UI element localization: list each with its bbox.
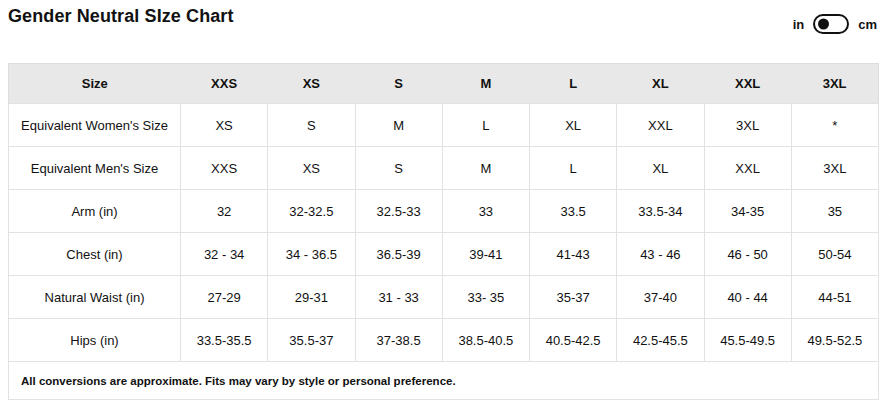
table-row: Natural Waist (in)27-2929-3131 - 3333- 3… <box>9 276 879 319</box>
table-cell: 42.5-45.5 <box>617 319 704 362</box>
unit-label-cm[interactable]: cm <box>858 18 877 31</box>
table-cell: L <box>530 147 617 190</box>
table-header: SizeXXSXSSMLXLXXL3XL <box>9 64 879 104</box>
row-label: Hips (in) <box>9 319 181 362</box>
table-cell: XS <box>181 104 268 147</box>
table-cell: 32.5-33 <box>355 190 442 233</box>
table-cell: 32-32.5 <box>268 190 355 233</box>
size-chart-table: SizeXXSXSSMLXLXXL3XL Equivalent Women's … <box>8 63 879 400</box>
unit-toggle-switch[interactable] <box>813 14 849 34</box>
row-label: Natural Waist (in) <box>9 276 181 319</box>
table-cell: 35 <box>791 190 878 233</box>
table-cell: XL <box>617 147 704 190</box>
table-cell: XXS <box>181 147 268 190</box>
table-cell: 37-38.5 <box>355 319 442 362</box>
table-cell: 35.5-37 <box>268 319 355 362</box>
table-row: Chest (in)32 - 3434 - 36.536.5-3939-4141… <box>9 233 879 276</box>
column-header-s: S <box>355 64 442 104</box>
table-cell: 50-54 <box>791 233 878 276</box>
header-bar: Gender Neutral SIze Chart in cm <box>0 0 887 40</box>
header-row: SizeXXSXSSMLXLXXL3XL <box>9 64 879 104</box>
table-cell: 34-35 <box>704 190 791 233</box>
column-header-xl: XL <box>617 64 704 104</box>
table-row: Equivalent Women's SizeXSSMLXLXXL3XL* <box>9 104 879 147</box>
footnote-text: All conversions are approximate. Fits ma… <box>9 362 879 400</box>
table-cell: XL <box>530 104 617 147</box>
table-cell: 36.5-39 <box>355 233 442 276</box>
table-cell: 29-31 <box>268 276 355 319</box>
column-header-xxs: XXS <box>181 64 268 104</box>
table-cell: 43 - 46 <box>617 233 704 276</box>
table-row: Hips (in)33.5-35.535.5-3737-38.538.5-40.… <box>9 319 879 362</box>
table-cell: 3XL <box>704 104 791 147</box>
table-cell: 3XL <box>791 147 878 190</box>
row-label: Equivalent Women's Size <box>9 104 181 147</box>
table-cell: 49.5-52.5 <box>791 319 878 362</box>
table-cell: 45.5-49.5 <box>704 319 791 362</box>
page-title: Gender Neutral SIze Chart <box>8 6 234 27</box>
table-cell: 33.5-35.5 <box>181 319 268 362</box>
table-cell: 46 - 50 <box>704 233 791 276</box>
unit-toggle-group: in cm <box>793 14 877 34</box>
table-row: Arm (in)3232-32.532.5-333333.533.5-3434-… <box>9 190 879 233</box>
table-cell: XS <box>268 147 355 190</box>
column-header-xs: XS <box>268 64 355 104</box>
size-chart-container: SizeXXSXSSMLXLXXL3XL Equivalent Women's … <box>8 63 879 400</box>
table-cell: 37-40 <box>617 276 704 319</box>
table-cell: 32 - 34 <box>181 233 268 276</box>
table-cell: 40.5-42.5 <box>530 319 617 362</box>
table-cell: 33 <box>442 190 529 233</box>
table-cell: M <box>442 147 529 190</box>
unit-label-in[interactable]: in <box>793 18 805 31</box>
table-cell: 39-41 <box>442 233 529 276</box>
row-label: Equivalent Men's Size <box>9 147 181 190</box>
table-cell: XXL <box>617 104 704 147</box>
table-cell: 33- 35 <box>442 276 529 319</box>
table-cell: 44-51 <box>791 276 878 319</box>
table-cell: 27-29 <box>181 276 268 319</box>
table-cell: S <box>268 104 355 147</box>
table-cell: 33.5 <box>530 190 617 233</box>
footnote-row: All conversions are approximate. Fits ma… <box>9 362 879 400</box>
table-cell: 33.5-34 <box>617 190 704 233</box>
column-header-m: M <box>442 64 529 104</box>
table-cell: * <box>791 104 878 147</box>
table-row: Equivalent Men's SizeXXSXSSMLXLXXL3XL <box>9 147 879 190</box>
column-header-3xl: 3XL <box>791 64 878 104</box>
table-cell: 41-43 <box>530 233 617 276</box>
column-header-l: L <box>530 64 617 104</box>
row-label: Chest (in) <box>9 233 181 276</box>
table-cell: 32 <box>181 190 268 233</box>
table-cell: M <box>355 104 442 147</box>
row-label: Arm (in) <box>9 190 181 233</box>
table-cell: 34 - 36.5 <box>268 233 355 276</box>
table-cell: XXL <box>704 147 791 190</box>
toggle-knob-icon <box>818 19 829 30</box>
table-cell: 40 - 44 <box>704 276 791 319</box>
table-body: Equivalent Women's SizeXSSMLXLXXL3XL*Equ… <box>9 104 879 400</box>
column-header-xxl: XXL <box>704 64 791 104</box>
table-cell: L <box>442 104 529 147</box>
table-cell: S <box>355 147 442 190</box>
table-cell: 35-37 <box>530 276 617 319</box>
column-header-size: Size <box>9 64 181 104</box>
table-cell: 38.5-40.5 <box>442 319 529 362</box>
table-cell: 31 - 33 <box>355 276 442 319</box>
